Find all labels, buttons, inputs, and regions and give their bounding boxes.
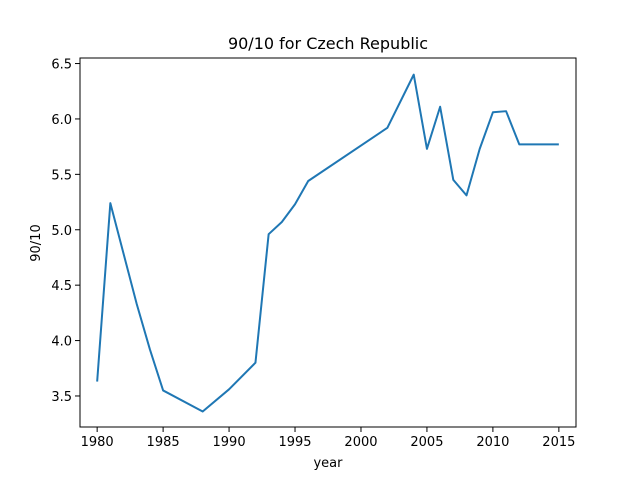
plot-frame [79, 57, 577, 428]
plot-area [79, 57, 577, 428]
y-tick-label: 6.0 [51, 113, 72, 128]
x-tick-label: 2000 [344, 435, 377, 450]
y-tick-label: 5.5 [51, 168, 72, 183]
x-tick-label: 2005 [410, 435, 443, 450]
x-tick-label: 1985 [147, 435, 180, 450]
x-tick-label: 2015 [542, 435, 575, 450]
x-axis: 1980 1985 1990 1995 2000 2005 2010 2015 [81, 427, 575, 450]
y-axis: 3.5 4.0 4.5 5.0 5.5 6.0 6.5 [51, 58, 80, 405]
y-tick-label: 3.5 [51, 390, 72, 405]
x-tick-label: 2010 [476, 435, 509, 450]
x-tick-label: 1995 [278, 435, 311, 450]
x-tick-label: 1990 [213, 435, 246, 450]
series-line [96, 73, 559, 413]
x-axis-label: year [313, 456, 343, 471]
y-tick-label: 5.0 [51, 224, 72, 239]
chart-title: 90/10 for Czech Republic [228, 34, 428, 53]
y-tick-label: 4.5 [51, 279, 72, 294]
x-tick-label: 1980 [81, 435, 114, 450]
y-tick-label: 6.5 [51, 58, 72, 73]
y-axis-label: 90/10 [29, 224, 44, 261]
y-tick-label: 4.0 [51, 335, 72, 350]
